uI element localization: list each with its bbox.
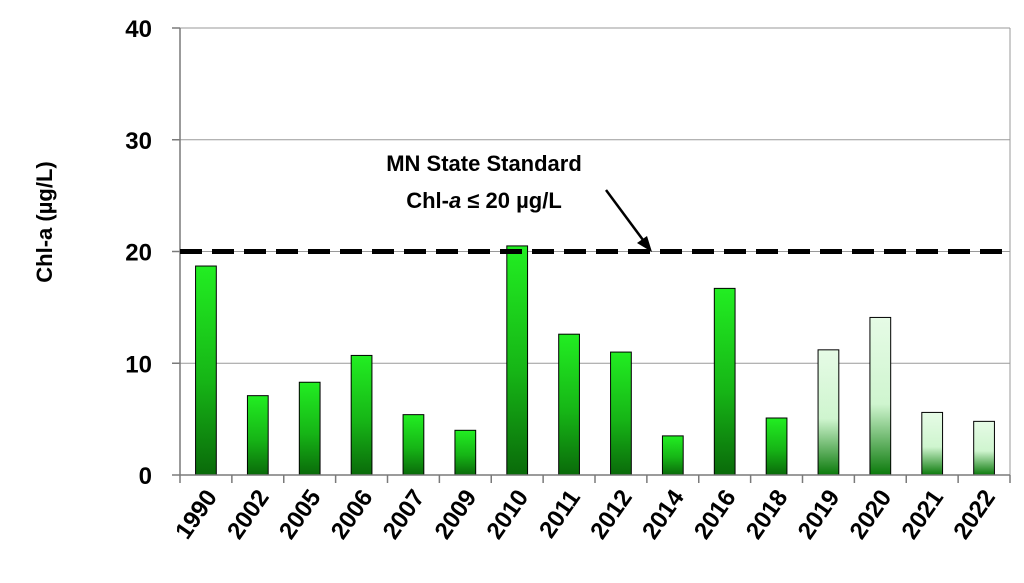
- x-tick-label-2022: 2022: [948, 485, 1001, 544]
- bar-2010: [506, 245, 529, 476]
- x-tick-label-2018: 2018: [741, 485, 794, 544]
- x-tick-label-2007: 2007: [378, 485, 431, 544]
- y-tick-label-40: 40: [125, 16, 152, 43]
- y-tick-label-30: 30: [125, 128, 152, 155]
- x-tick-label-2019: 2019: [793, 485, 846, 544]
- bar-2007: [402, 414, 425, 476]
- annotation-line-1: MN State Standard: [386, 151, 582, 176]
- x-tick-label-2016: 2016: [689, 485, 742, 544]
- bar-2022: [973, 420, 995, 476]
- x-tick-label-2009: 2009: [429, 485, 482, 544]
- bar-2018: [765, 417, 788, 476]
- bar-2011: [558, 333, 580, 476]
- x-tick-label-2011: 2011: [534, 485, 586, 543]
- bar-2005: [298, 381, 321, 476]
- bar-2019: [817, 349, 840, 476]
- x-tick-label-2005: 2005: [274, 485, 327, 544]
- annotation-suffix: ≤ 20 µg/L: [461, 188, 562, 213]
- y-tick-labels: 0 10 20 30 40: [125, 16, 152, 490]
- bar-2002: [246, 395, 269, 476]
- bar-2014: [661, 435, 684, 476]
- bar-2012: [610, 351, 632, 476]
- y-axis-label: Chl-a (µg/L): [32, 161, 57, 282]
- bar-2009: [454, 429, 477, 476]
- y-tick-label-0: 0: [139, 463, 152, 490]
- bar-2006: [350, 354, 373, 476]
- x-tick-label-2020: 2020: [844, 485, 897, 544]
- annotation-italic: a: [449, 188, 461, 213]
- bar-2021: [921, 411, 944, 476]
- bar-2016: [713, 287, 736, 476]
- gridlines: [180, 27, 1010, 364]
- x-tick-labels: 1990 2002 2005 2006 2007 2009 2010 2011 2012 2014…: [170, 484, 1001, 544]
- annotation-arrowhead: [637, 236, 652, 252]
- bar-2020: [869, 316, 892, 476]
- x-tick-label-2002: 2002: [222, 485, 275, 544]
- annotation-prefix: Chl-: [406, 188, 449, 213]
- x-tick-label-2012: 2012: [585, 485, 638, 544]
- bar-1990: [195, 265, 217, 476]
- annotation-arrow: [604, 189, 648, 245]
- annotation-line-2: Chl-a ≤ 20 µg/L: [406, 188, 562, 213]
- reference-annotation: MN State Standard Chl-a ≤ 20 µg/L: [386, 151, 652, 252]
- y-tick-label-10: 10: [125, 351, 152, 378]
- x-tick-label-2010: 2010: [481, 485, 534, 544]
- x-tick-label-2006: 2006: [326, 485, 379, 544]
- bars: [195, 245, 995, 476]
- x-tick-label-2014: 2014: [637, 484, 690, 544]
- x-tick-label-2021: 2021: [896, 485, 949, 544]
- x-tick-label-1990: 1990: [170, 485, 223, 544]
- y-tick-label-20: 20: [125, 240, 152, 267]
